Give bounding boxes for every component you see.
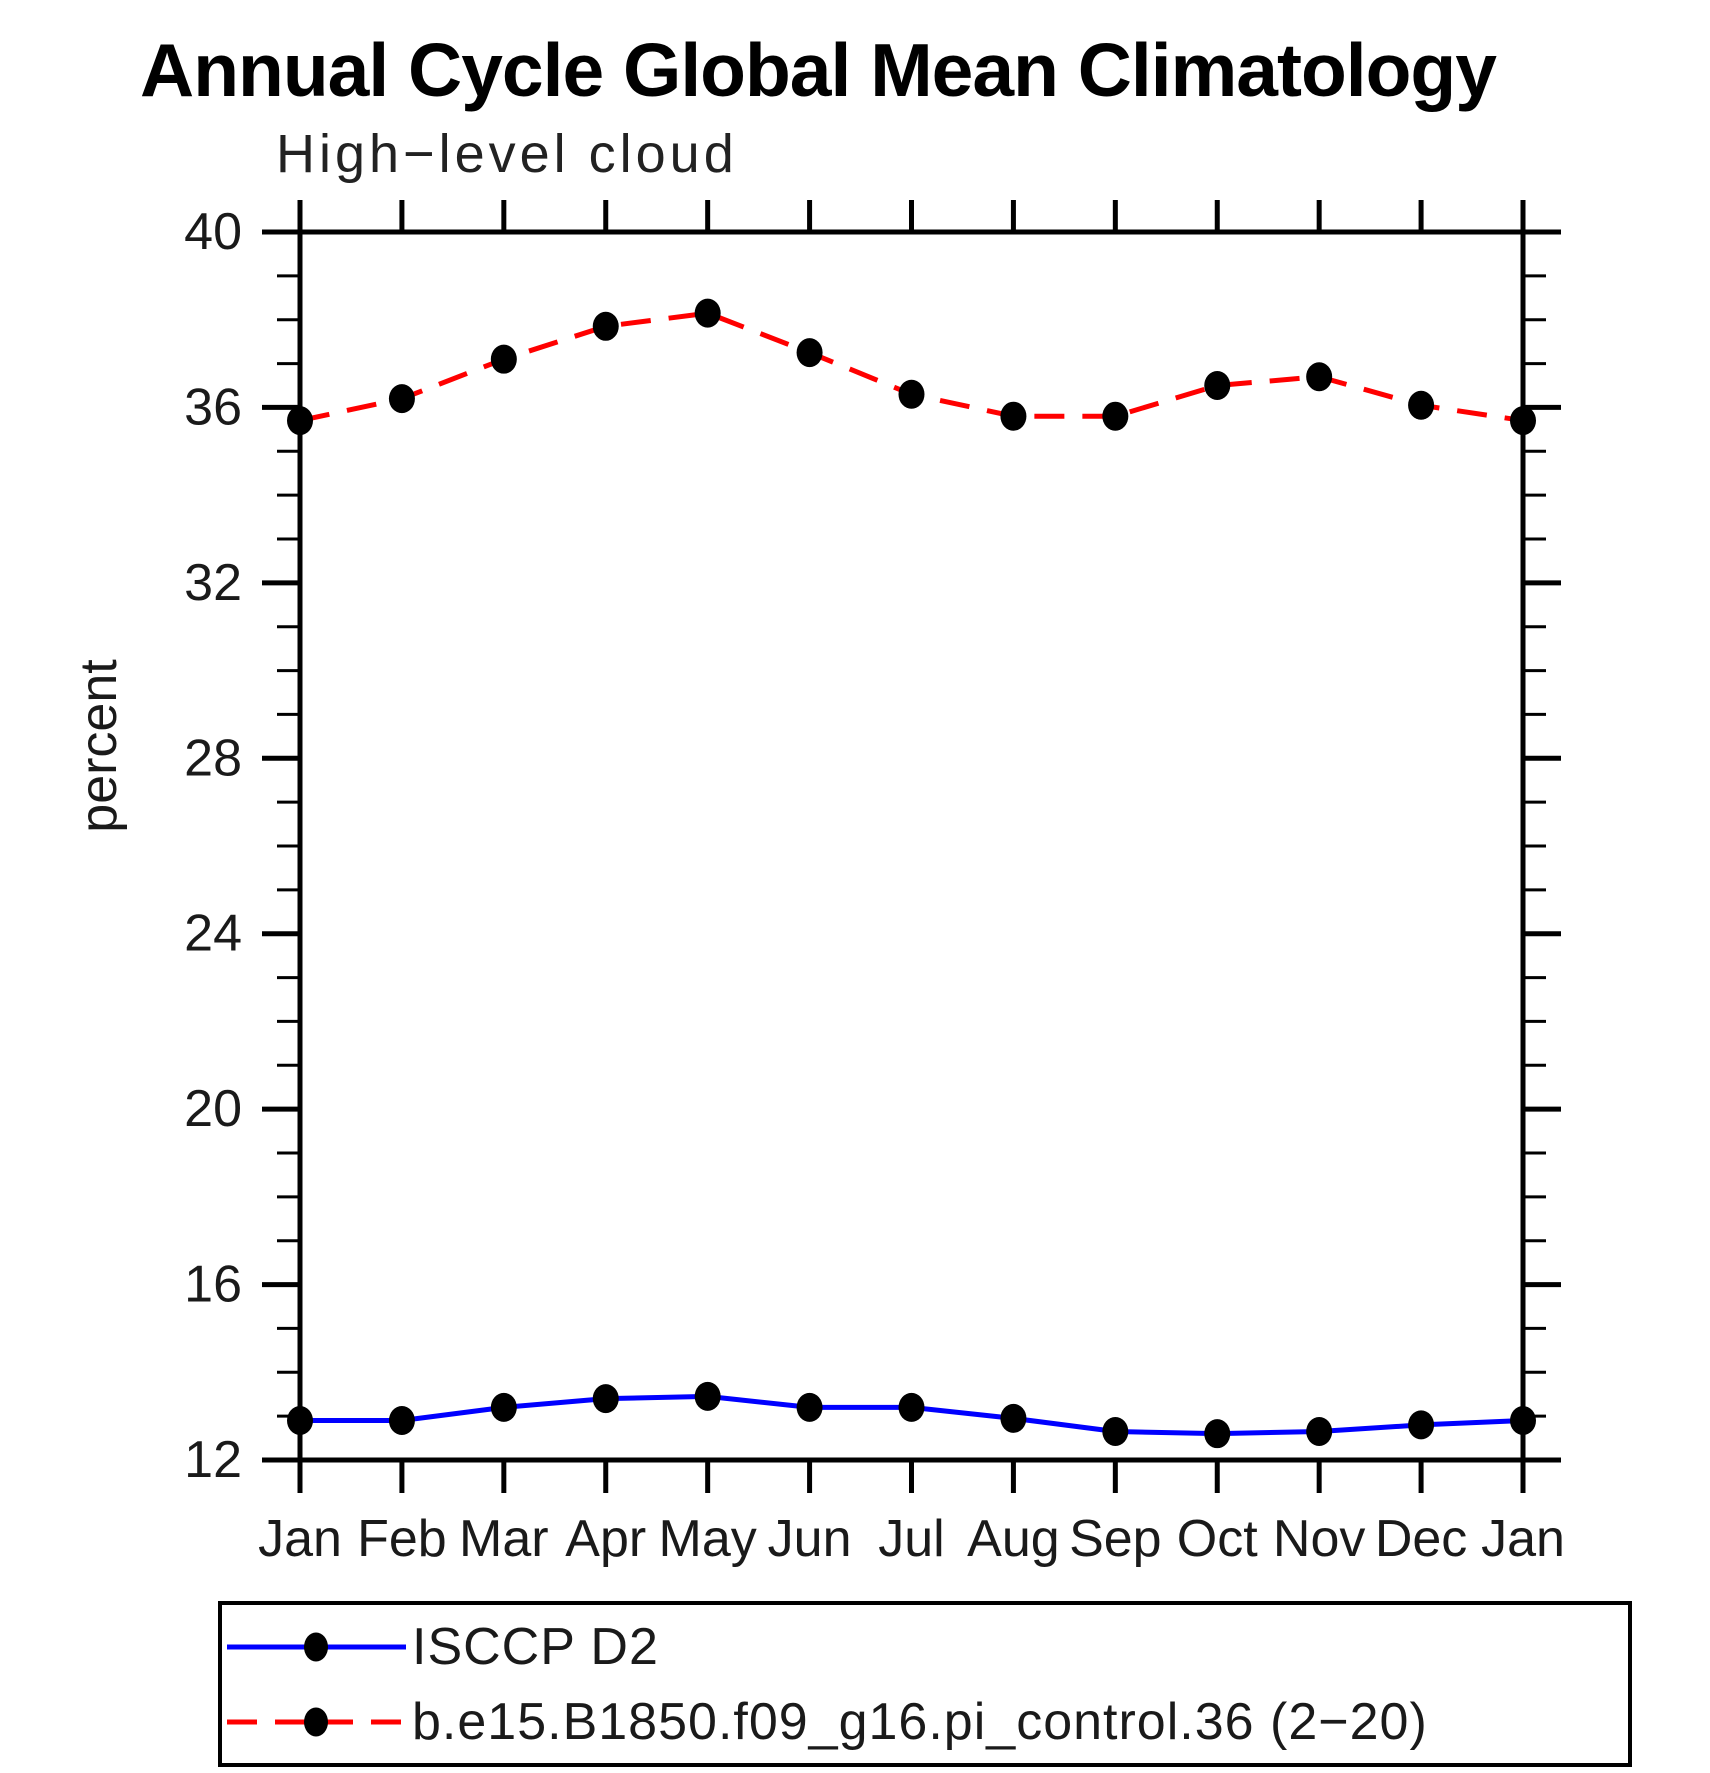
x-tick-label: Aug: [967, 1510, 1060, 1568]
legend-box: [218, 1601, 1632, 1767]
data-point-marker: [490, 344, 517, 374]
data-point-marker: [388, 384, 415, 414]
series-layer: [287, 298, 1536, 1449]
data-point-marker: [490, 1392, 517, 1422]
plot-frame: [297, 229, 1526, 1463]
data-point-marker: [898, 1392, 925, 1422]
data-point-marker: [796, 338, 823, 368]
data-point-marker: [1102, 1416, 1129, 1446]
y-tick-label: 32: [184, 554, 242, 612]
data-point-marker: [287, 406, 313, 436]
x-tick-label: Oct: [1177, 1510, 1258, 1568]
data-point-marker: [1408, 1410, 1435, 1440]
x-tick-label: Jun: [768, 1510, 852, 1568]
data-point-marker: [1000, 1403, 1027, 1433]
chart-subtitle: High−level cloud: [276, 124, 738, 184]
data-point-marker: [592, 1384, 619, 1414]
data-point-marker: [1408, 390, 1435, 420]
axes: Jan Feb Mar Apr May Jun Jul Aug Sep Oct Nov Dec Jan1…: [184, 200, 1565, 1568]
legend: ISCCP D2 b.e15.B1850.f09_g16.pi_control.…: [218, 1601, 1632, 1767]
x-tick-label: May: [659, 1510, 757, 1568]
data-point-marker: [1204, 1419, 1231, 1449]
x-tick-label: Mar: [459, 1510, 549, 1568]
legend-marker-isccp: [304, 1632, 328, 1662]
y-tick-label: 28: [184, 729, 242, 787]
y-tick-label: 16: [184, 1256, 242, 1314]
x-tick-label: Dec: [1375, 1510, 1467, 1568]
legend-label-isccp: ISCCP D2: [412, 1618, 659, 1676]
data-point-marker: [287, 1406, 313, 1436]
data-point-marker: [796, 1392, 823, 1422]
data-point-marker: [1204, 371, 1231, 400]
data-point-marker: [1306, 362, 1333, 392]
y-axis-title: percent: [70, 659, 128, 833]
data-point-marker: [694, 298, 721, 328]
data-point-marker: [898, 379, 925, 409]
x-tick-label: Jul: [878, 1510, 944, 1568]
legend-marker-model: [304, 1707, 328, 1737]
legend-label-model: b.e15.B1850.f09_g16.pi_control.36 (2−20): [412, 1693, 1428, 1751]
data-point-marker: [592, 311, 619, 341]
chart-title: Annual Cycle Global Mean Climatology: [140, 28, 1497, 112]
x-tick-label: Sep: [1069, 1510, 1162, 1568]
x-tick-label: Nov: [1273, 1510, 1365, 1568]
data-point-marker: [1510, 406, 1536, 436]
y-tick-label: 24: [184, 905, 242, 963]
x-tick-label: Jan: [258, 1510, 342, 1568]
x-tick-label: Apr: [565, 1510, 646, 1568]
y-tick-label: 12: [184, 1431, 242, 1489]
y-tick-label: 20: [184, 1080, 242, 1138]
y-tick-label: 36: [184, 378, 242, 436]
y-tick-label: 40: [184, 203, 242, 261]
x-tick-label: Jan: [1481, 1510, 1565, 1568]
data-point-marker: [388, 1406, 415, 1436]
data-point-marker: [1510, 1406, 1536, 1436]
data-point-marker: [1102, 401, 1129, 431]
data-point-marker: [1000, 401, 1027, 431]
data-point-marker: [1306, 1416, 1333, 1446]
x-tick-label: Feb: [357, 1510, 447, 1568]
data-point-marker: [694, 1381, 721, 1411]
